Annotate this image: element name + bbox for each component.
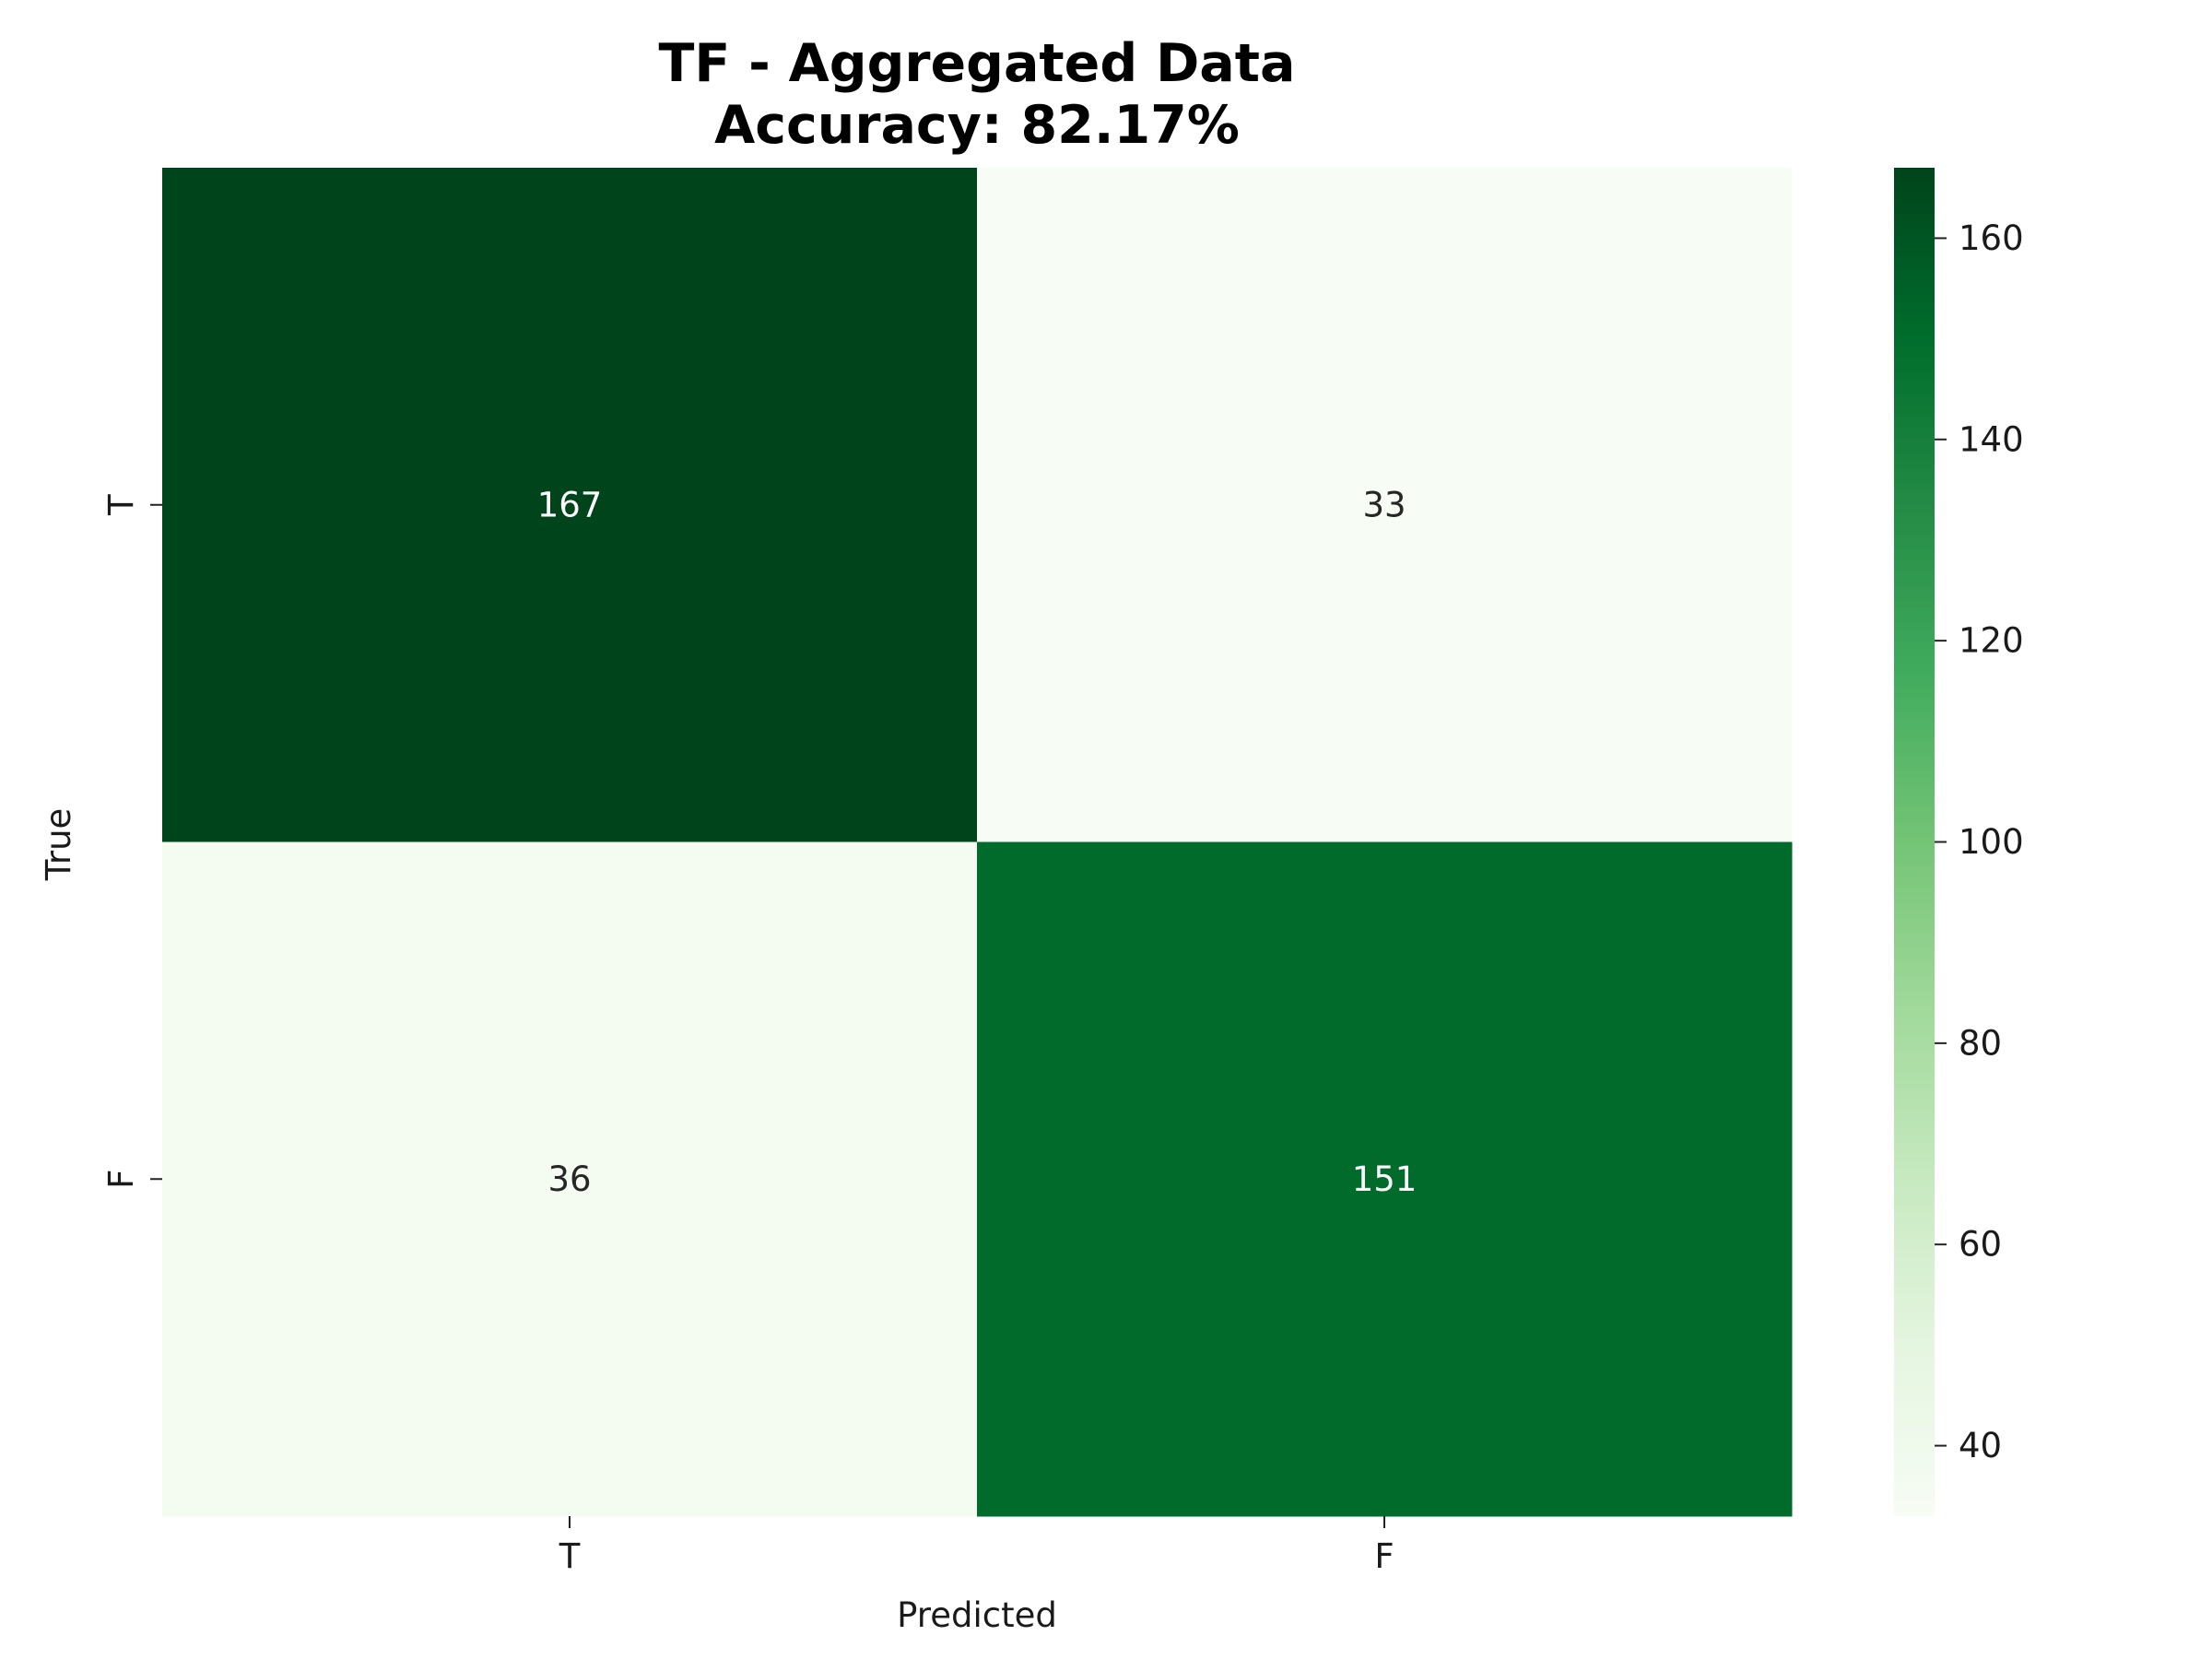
cell-value-label: 33 — [1362, 485, 1406, 524]
y-tick-label: T — [101, 494, 141, 516]
y-axis-ticks: TF — [101, 494, 162, 1189]
colorbar-tick-label: 100 — [1959, 822, 2024, 862]
heatmap-cell — [977, 168, 1793, 842]
colorbar-tick-label: 80 — [1959, 1023, 2002, 1063]
colorbar — [1894, 168, 1935, 1516]
cell-value-label: 36 — [547, 1159, 591, 1199]
heatmap-grid: 167 33 36 151 — [162, 168, 1793, 1517]
cell-value-label: 151 — [1352, 1159, 1418, 1199]
colorbar-tick-label: 120 — [1959, 621, 2024, 661]
colorbar-ticks: 40 60 80 100 120 140 160 — [1935, 218, 2024, 1465]
x-tick-label: T — [559, 1536, 581, 1576]
x-tick-label: F — [1374, 1536, 1394, 1576]
x-axis-label: Predicted — [897, 1595, 1057, 1635]
y-axis-label: True — [39, 808, 78, 882]
chart-subtitle: Accuracy: 82.17% — [714, 95, 1240, 156]
cell-value-label: 167 — [537, 485, 603, 524]
heatmap-cell — [977, 841, 1793, 1517]
heatmap-cell — [162, 168, 978, 842]
colorbar-tick-label: 40 — [1959, 1426, 2002, 1465]
colorbar-tick-label: 60 — [1959, 1225, 2002, 1265]
colorbar-tick-label: 140 — [1959, 419, 2024, 459]
colorbar-tick-label: 160 — [1959, 218, 2024, 258]
y-tick-label: F — [101, 1170, 141, 1189]
heatmap-cell — [162, 841, 978, 1517]
chart-title: TF - Aggregated Data — [659, 33, 1296, 94]
